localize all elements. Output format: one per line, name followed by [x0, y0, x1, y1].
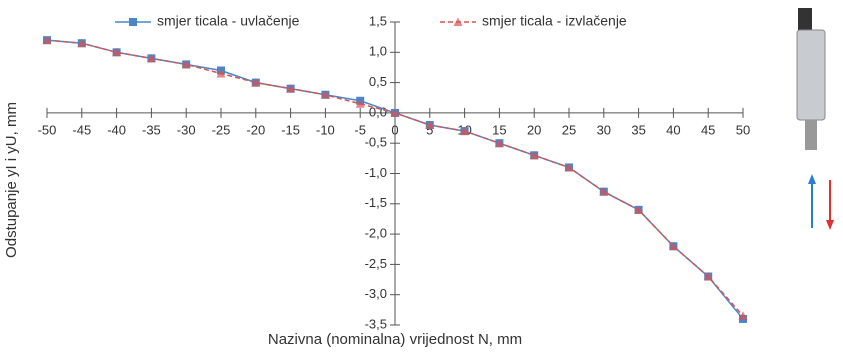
data-point	[390, 108, 400, 117]
x-tick-label: 45	[701, 122, 715, 137]
y-tick-label: 1,5	[369, 13, 387, 28]
data-point	[494, 138, 504, 148]
data-point	[460, 126, 470, 136]
data-point	[668, 241, 678, 251]
x-tick-label: 35	[631, 122, 645, 137]
y-tick-label: -1,0	[365, 165, 387, 180]
probe-illustration	[796, 8, 834, 230]
x-axis-label: Nazivna (nominalna) vrijednost N, mm	[268, 331, 522, 348]
data-point	[564, 162, 574, 172]
probe-tip	[805, 120, 817, 150]
x-tick-label: -40	[107, 122, 126, 137]
y-tick-label: -3,5	[365, 316, 387, 331]
y-tick-label: 0,5	[369, 74, 387, 89]
y-tick-label: -2,0	[365, 226, 387, 241]
x-tick-label: 5	[426, 122, 433, 137]
x-tick-label: 50	[736, 122, 750, 137]
data-point	[77, 38, 87, 48]
x-tick-label: 30	[597, 122, 611, 137]
legend-label: smjer ticala - uvlačenje	[157, 13, 300, 29]
data-point	[599, 187, 609, 196]
x-tick-label: -50	[38, 122, 57, 137]
y-tick-label: -2,5	[365, 256, 387, 271]
data-point	[738, 311, 748, 320]
x-tick-label: -35	[142, 122, 161, 137]
x-tick-label: -25	[212, 122, 231, 137]
legend-marker	[453, 17, 463, 26]
legend-marker	[129, 18, 137, 26]
probe-cable	[798, 8, 812, 30]
x-tick-label: -45	[72, 122, 91, 137]
x-tick-label: 40	[666, 122, 680, 137]
data-point	[355, 99, 365, 108]
x-tick-label: 20	[527, 122, 541, 137]
y-tick-label: 1,0	[369, 44, 387, 59]
data-point	[634, 205, 644, 214]
x-tick-label: -20	[246, 122, 265, 137]
legend-label: smjer ticala - izvlačenje	[482, 13, 627, 29]
x-tick-label: -10	[316, 122, 335, 137]
data-point	[529, 150, 539, 160]
probe-body	[796, 29, 826, 121]
data-point	[251, 78, 261, 87]
arrow-down-head	[826, 220, 834, 230]
data-point	[216, 69, 226, 78]
x-tick-label: -15	[281, 122, 300, 137]
data-point	[320, 90, 330, 99]
arrow-up-head	[808, 174, 816, 184]
x-tick-label: -5	[354, 122, 366, 137]
y-tick-label: -3,0	[365, 286, 387, 301]
y-tick-label: -1,5	[365, 195, 387, 210]
x-tick-label: 0	[391, 122, 398, 137]
y-tick-label: -0,5	[365, 135, 387, 150]
data-point	[703, 272, 713, 281]
data-point	[286, 84, 296, 93]
data-point	[146, 53, 156, 63]
x-tick-label: -30	[177, 122, 196, 137]
data-point	[42, 35, 52, 45]
y-axis-label: Odstupanje yI i yU, mm	[3, 102, 20, 258]
data-point	[181, 59, 191, 69]
x-tick-label: 15	[492, 122, 506, 137]
data-point	[425, 120, 435, 130]
x-tick-label: 25	[562, 122, 576, 137]
data-point	[112, 47, 122, 57]
